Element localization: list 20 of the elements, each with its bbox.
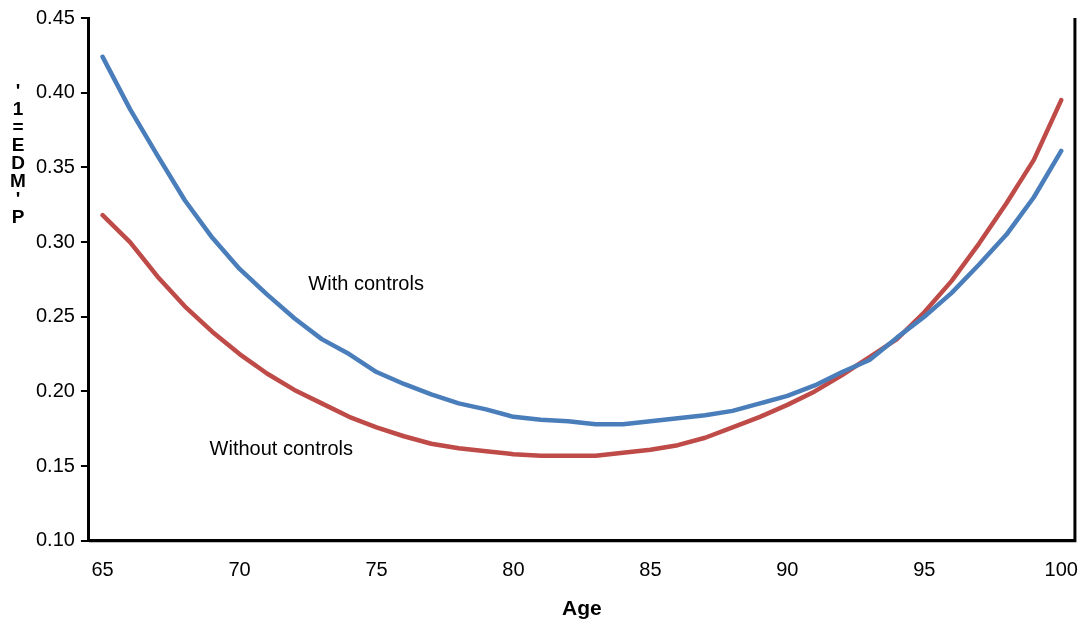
- x-tick-label: 65: [91, 558, 114, 581]
- y-tick-label: 0.35: [35, 154, 75, 177]
- x-tick-label: 80: [502, 558, 525, 581]
- x-tick-label: 100: [1044, 558, 1078, 581]
- x-tick-label: 75: [365, 558, 388, 581]
- x-tick-label: 95: [913, 558, 936, 581]
- y-tick-label: 0.10: [35, 528, 75, 551]
- x-axis-title: Age: [562, 596, 602, 620]
- y-tick-label: 0.45: [35, 5, 75, 28]
- y-tick-label: 0.30: [35, 229, 75, 252]
- y-axis-title: '1=EDM'P: [10, 80, 26, 227]
- y-tick-label: 0.25: [35, 304, 75, 327]
- y-tick-label: 0.15: [35, 453, 75, 476]
- series-label: Without controls: [209, 436, 353, 459]
- x-tick-label: 85: [639, 558, 662, 581]
- y-tick-label: 0.20: [35, 378, 75, 401]
- x-tick-label: 90: [776, 558, 799, 581]
- x-tick-label: 70: [228, 558, 251, 581]
- y-tick-label: 0.40: [35, 80, 75, 103]
- series-label: With controls: [308, 271, 424, 294]
